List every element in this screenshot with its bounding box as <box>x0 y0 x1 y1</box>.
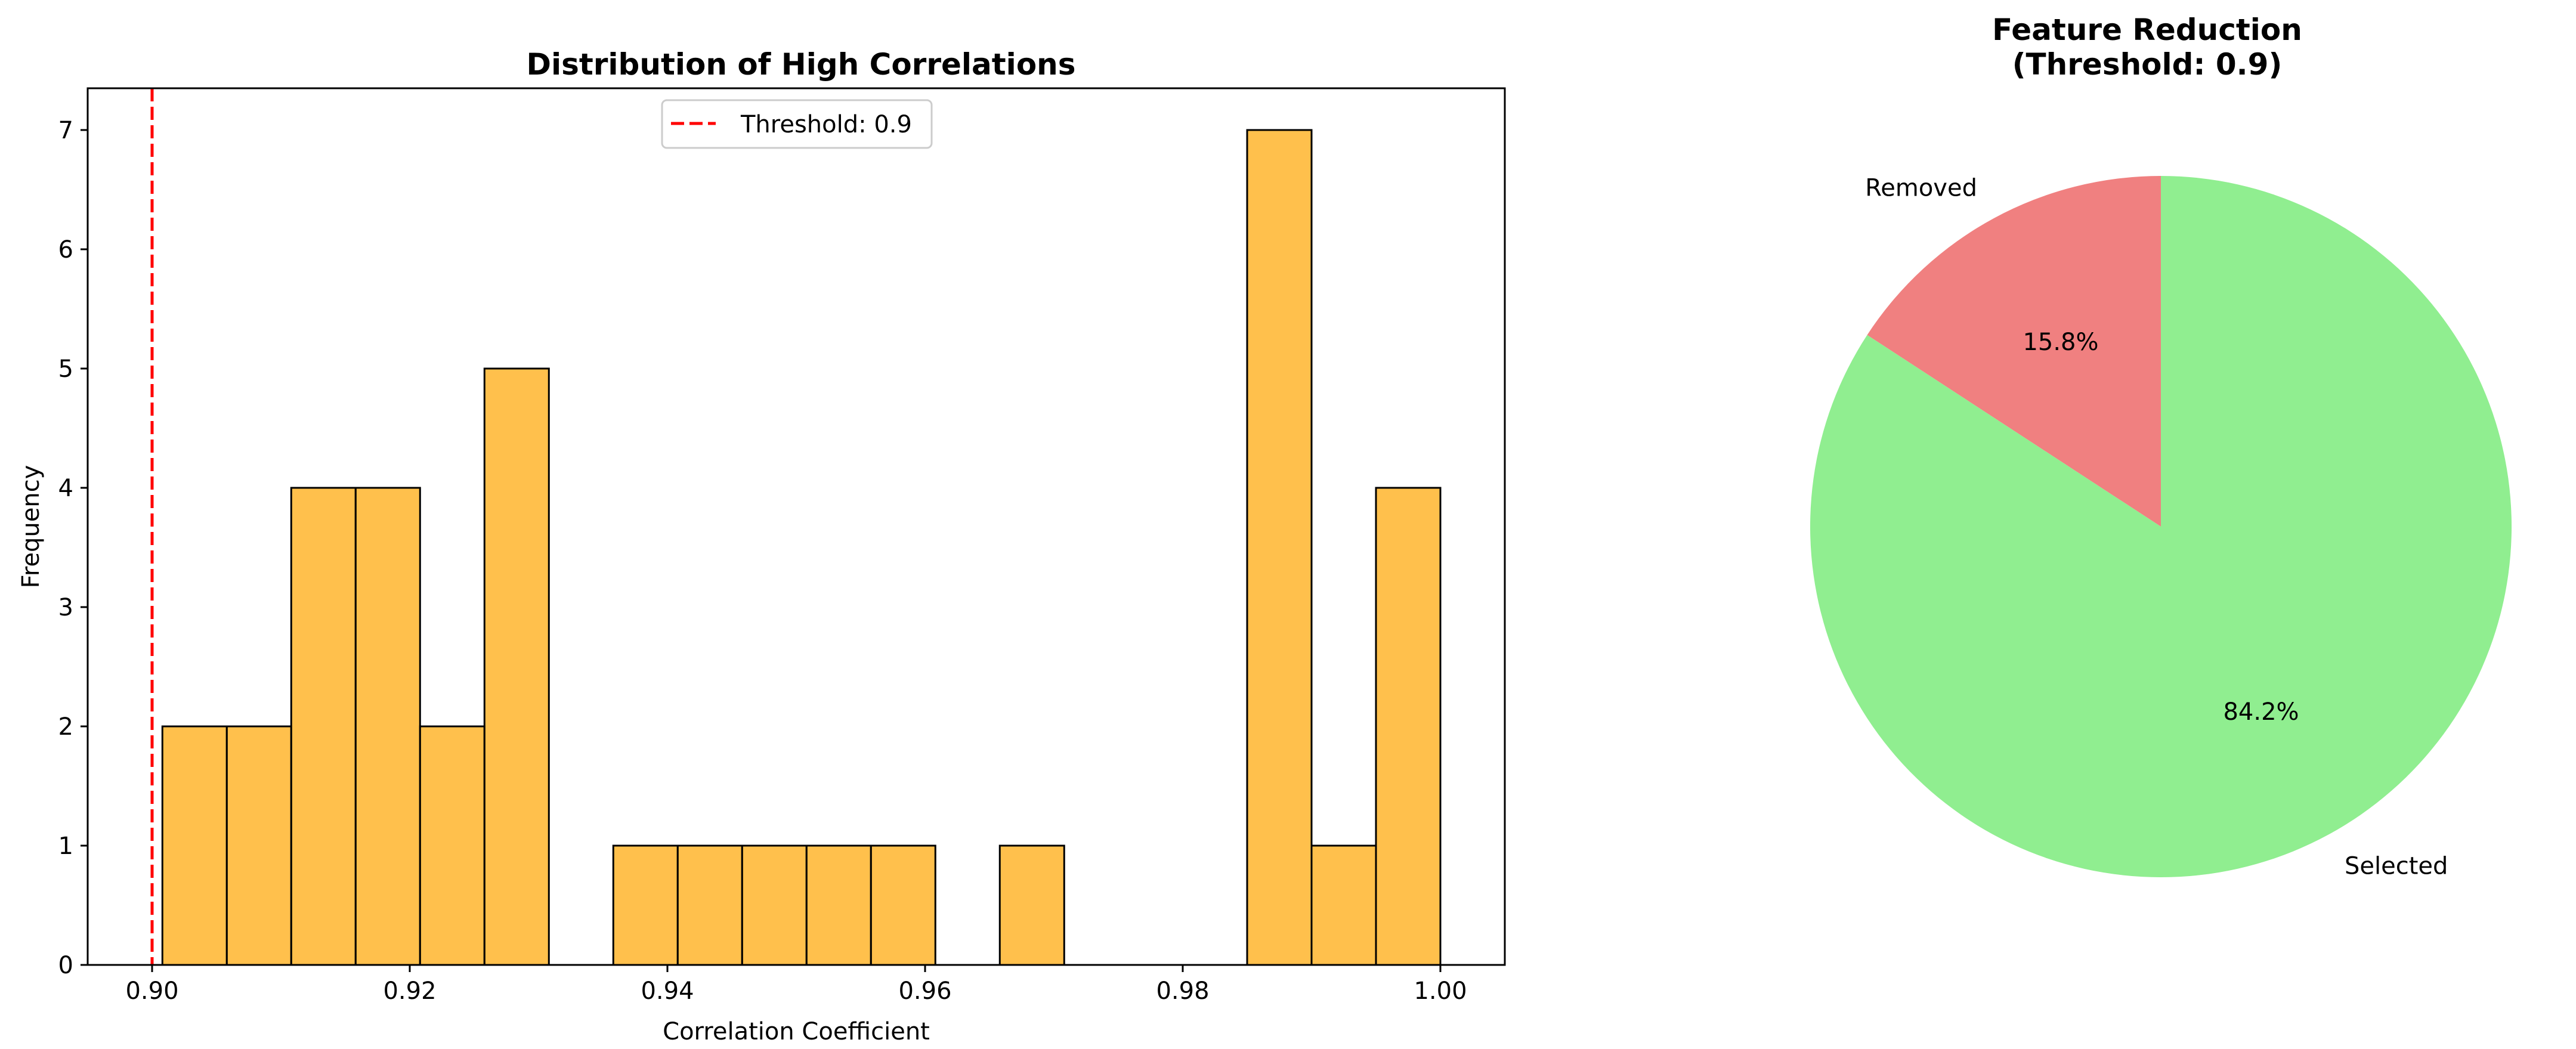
histogram-bar <box>741 844 808 966</box>
histogram-bar <box>1246 129 1313 966</box>
y-tick-label: 1 <box>58 833 73 860</box>
x-tick-label: 0.90 <box>125 977 178 1005</box>
histogram-bar <box>419 725 485 966</box>
x-axis-ticks: 0.90 0.92 0.94 0.96 0.98 1.00 <box>125 965 1467 1005</box>
legend-threshold-label: Threshold: 0.9 <box>740 111 912 138</box>
pie-slice-label: Selected <box>2345 853 2448 880</box>
pie-slice-percent: 15.8% <box>2023 329 2098 356</box>
y-tick-label: 5 <box>58 355 73 383</box>
histogram-bar <box>290 487 357 966</box>
x-tick-label: 0.96 <box>898 977 951 1005</box>
pie-slice-label: Removed <box>1865 174 1977 202</box>
pie-chart: Feature Reduction (Threshold: 0.9) Remov… <box>1810 13 2512 880</box>
x-tick-label: 0.92 <box>383 977 436 1005</box>
histogram-bar <box>870 844 936 966</box>
histogram-bar <box>161 725 228 966</box>
histogram-bar <box>225 725 292 966</box>
legend-box <box>661 99 933 149</box>
pie-title-line1: Feature Reduction <box>1992 13 2302 47</box>
plot-frame <box>86 87 1506 966</box>
x-tick-label: 0.98 <box>1156 977 1209 1005</box>
pie-slices: Removed 15.8% Selected 84.2% <box>1810 174 2512 880</box>
x-tick-label: 1.00 <box>1414 977 1467 1005</box>
pie-title-line2: (Threshold: 0.9) <box>2012 47 2283 82</box>
histogram-bars <box>161 129 1442 966</box>
y-tick-label: 3 <box>58 594 73 621</box>
pie-slice <box>1810 176 2512 877</box>
pie-slice-percent: 84.2% <box>2223 698 2299 726</box>
histogram-title: Distribution of High Correlations <box>526 47 1075 82</box>
y-tick-label: 4 <box>58 475 73 502</box>
y-axis-ticks: 0 1 2 3 4 5 6 7 <box>58 117 88 979</box>
legend: Threshold: 0.9 <box>661 99 933 149</box>
y-axis-label: Frequency <box>17 465 45 589</box>
histogram-bar <box>676 844 743 966</box>
pie-slice <box>1867 176 2161 527</box>
x-tick-label: 0.94 <box>641 977 694 1005</box>
y-tick-label: 7 <box>58 117 73 144</box>
y-tick-label: 2 <box>58 713 73 741</box>
histogram-bar <box>805 844 872 966</box>
histogram-chart: Distribution of High Correlations 0.90 0.… <box>17 47 1506 1045</box>
histogram-bar <box>483 367 550 966</box>
histogram-bar <box>1310 844 1377 966</box>
x-axis-label: Correlation Coefficient <box>663 1018 930 1045</box>
histogram-bar <box>998 844 1065 966</box>
y-tick-label: 0 <box>58 952 73 979</box>
histogram-bar <box>1375 487 1442 966</box>
histogram-bar <box>354 487 421 966</box>
histogram-bar <box>612 844 679 966</box>
y-tick-label: 6 <box>58 236 73 264</box>
